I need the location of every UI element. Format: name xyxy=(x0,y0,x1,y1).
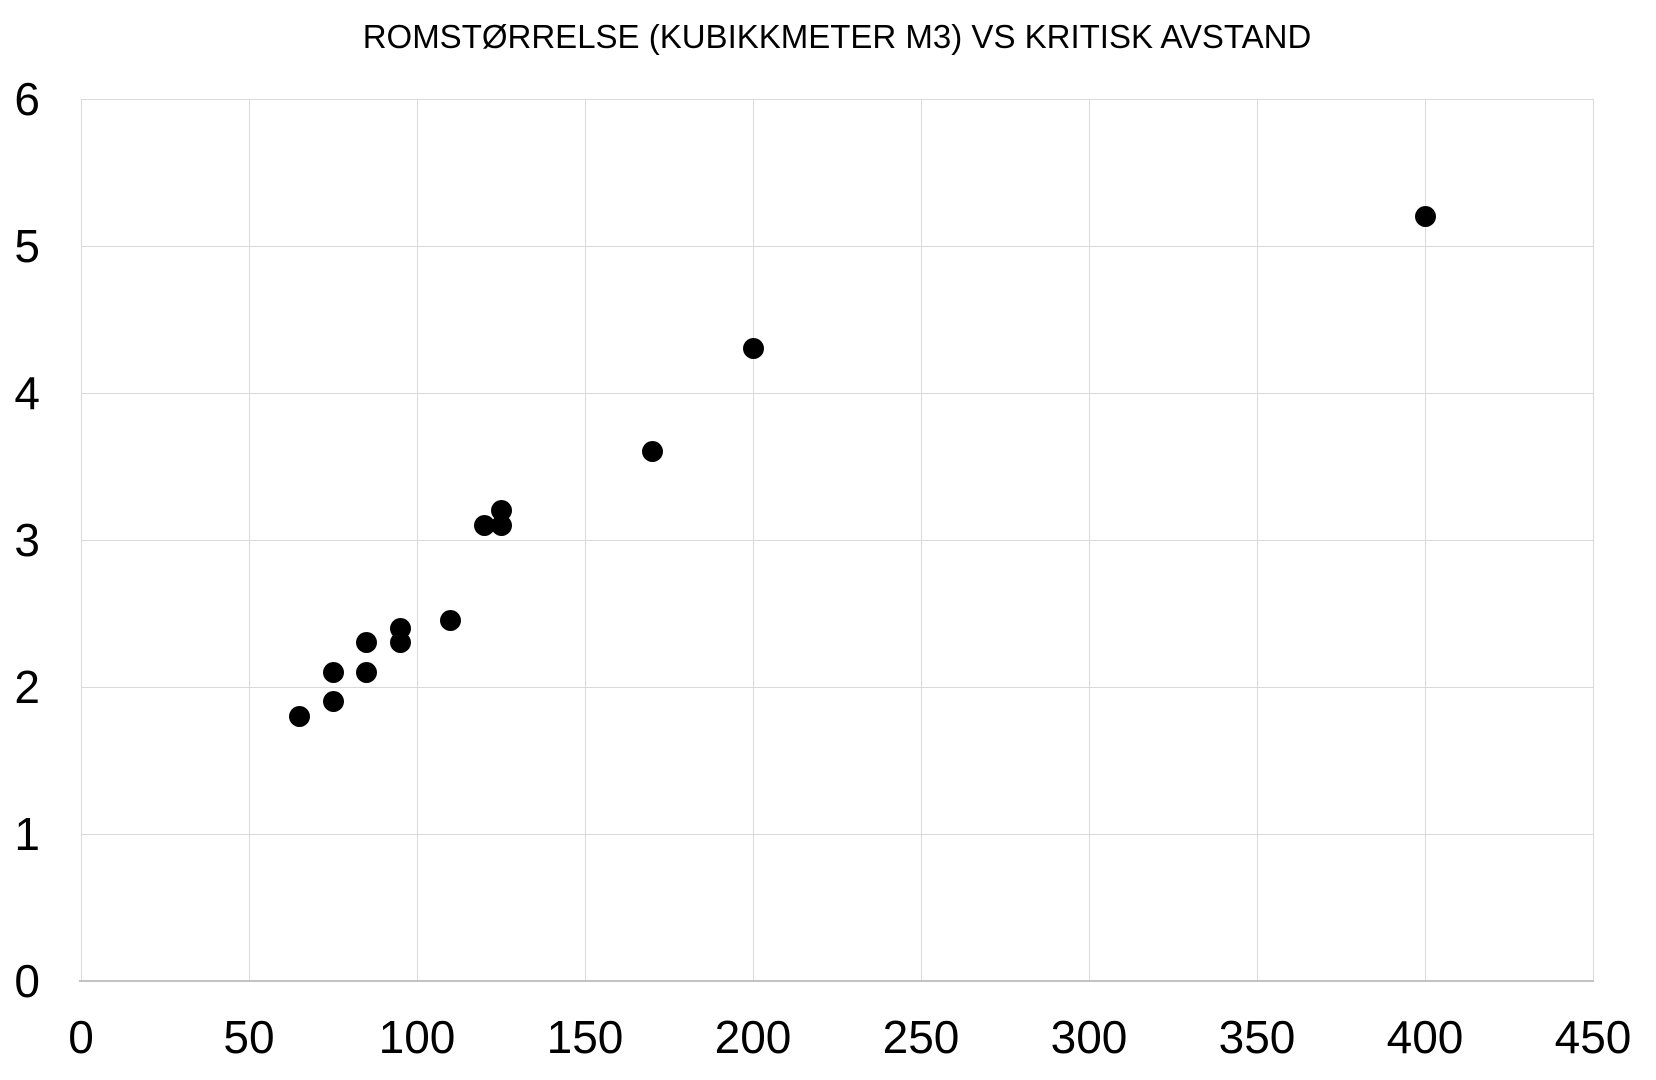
gridline-horizontal xyxy=(81,245,1593,247)
data-point xyxy=(322,661,344,683)
x-axis-tick-label: 150 xyxy=(546,1011,624,1063)
data-point xyxy=(473,514,495,536)
y-axis-tick-label: 0 xyxy=(14,955,40,1007)
data-point xyxy=(490,514,512,536)
gridline-horizontal xyxy=(81,833,1593,835)
gridline-horizontal xyxy=(81,392,1593,394)
y-axis-tick-label: 6 xyxy=(14,73,40,125)
data-point xyxy=(389,617,411,639)
data-point xyxy=(288,705,310,727)
data-point xyxy=(440,610,462,632)
gridline-horizontal xyxy=(81,539,1593,541)
data-point xyxy=(490,500,512,522)
y-axis-tick-label: 3 xyxy=(14,514,40,566)
gridline-horizontal xyxy=(81,98,1593,100)
x-axis-tick-label: 0 xyxy=(68,1011,94,1063)
x-axis-tick-label: 250 xyxy=(882,1011,960,1063)
x-axis-line xyxy=(79,980,1594,982)
x-axis-tick-label: 50 xyxy=(223,1011,275,1063)
x-axis-tick-label: 100 xyxy=(378,1011,456,1063)
x-axis-tick-label: 350 xyxy=(1218,1011,1296,1063)
data-point xyxy=(356,661,378,683)
gridline-horizontal xyxy=(81,686,1593,688)
data-point xyxy=(322,691,344,713)
chart-title: ROMSTØRRELSE (KUBIKKMETER M3) VS KRITISK… xyxy=(362,18,1312,55)
gridline-vertical xyxy=(1592,99,1594,981)
data-point xyxy=(742,338,764,360)
data-point xyxy=(356,632,378,654)
y-axis-tick-label: 2 xyxy=(14,661,40,713)
x-axis-tick-label: 450 xyxy=(1554,1011,1632,1063)
x-axis-tick-label: 400 xyxy=(1386,1011,1464,1063)
y-axis-tick-label: 1 xyxy=(14,808,40,860)
y-axis-tick-label: 4 xyxy=(14,367,40,419)
data-point xyxy=(1414,206,1436,228)
x-axis-tick-label: 200 xyxy=(714,1011,792,1063)
data-point xyxy=(641,441,663,463)
y-axis-tick-label: 5 xyxy=(14,220,40,272)
x-axis-tick-label: 300 xyxy=(1050,1011,1128,1063)
